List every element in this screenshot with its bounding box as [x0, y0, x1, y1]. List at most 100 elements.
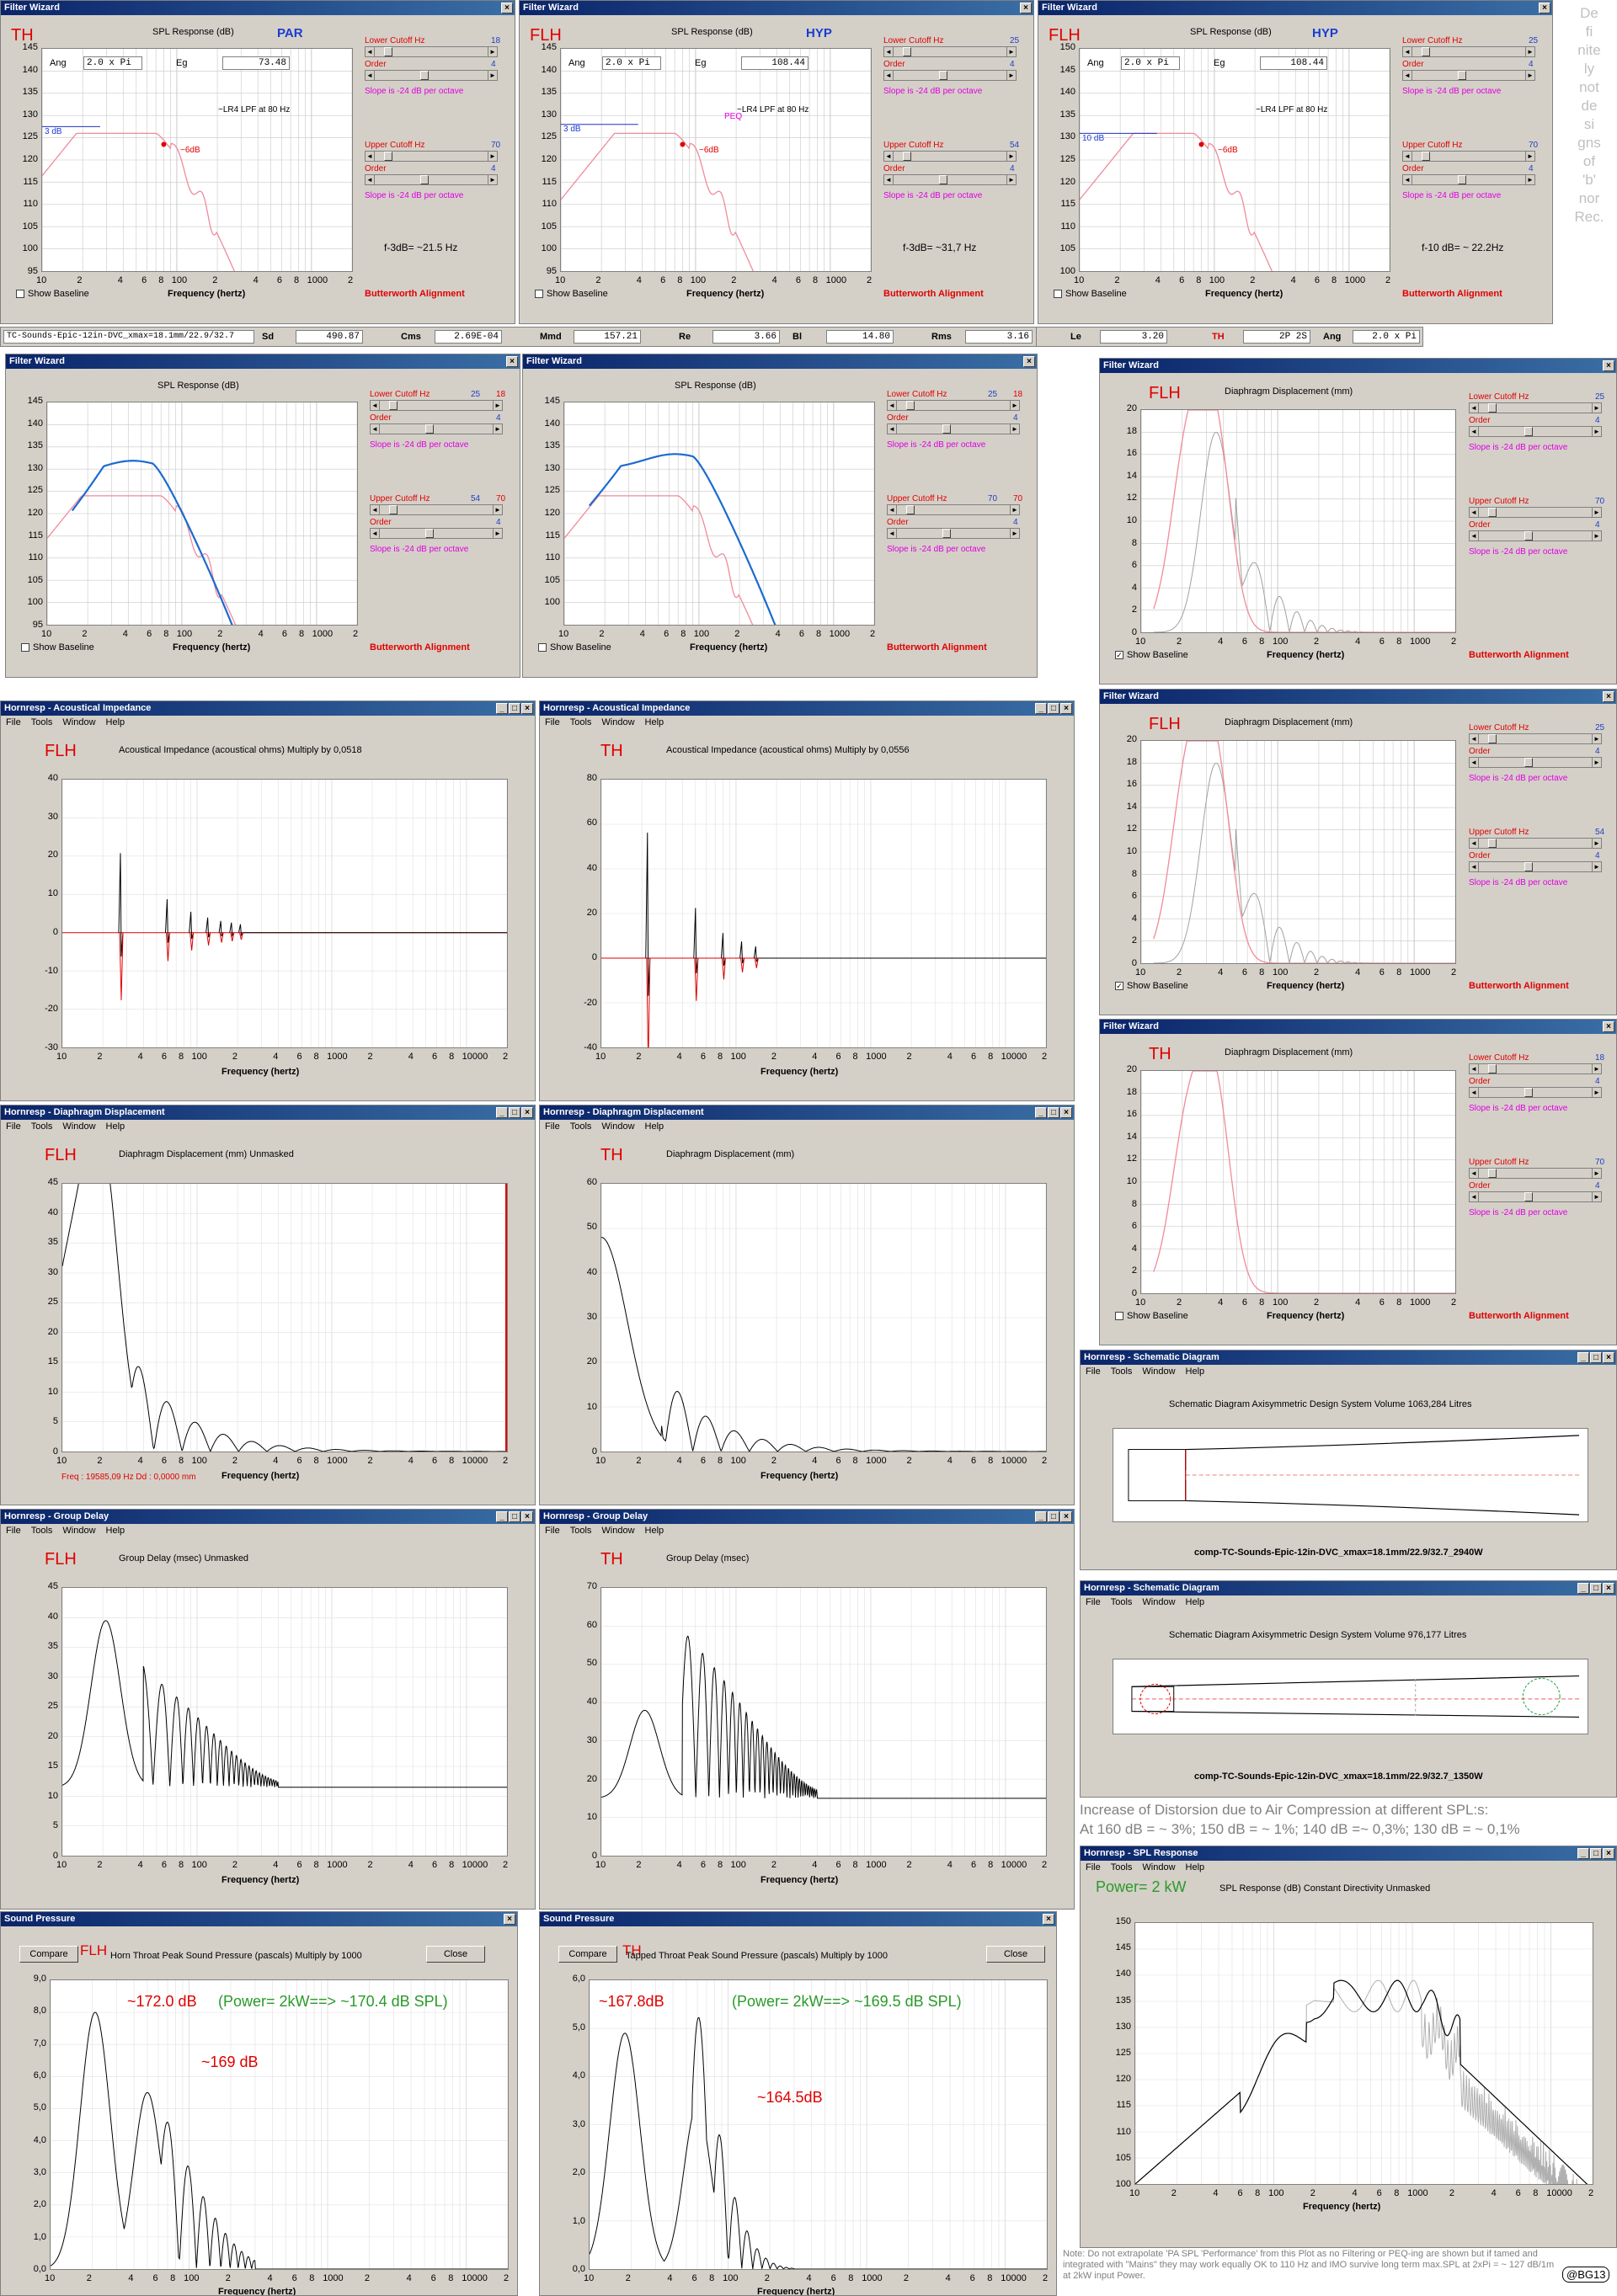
slider-thumb[interactable] — [1488, 1064, 1497, 1073]
lower-order-slider[interactable]: ◄ ► — [370, 424, 503, 434]
arrow-left-icon[interactable]: ◄ — [1470, 1192, 1479, 1201]
spl-plot[interactable] — [1079, 48, 1390, 272]
hornresp-plot[interactable] — [600, 779, 1047, 1048]
upper-cutoff-slider[interactable]: ◄ ► — [370, 504, 503, 515]
arrow-right-icon[interactable]: ► — [1525, 175, 1534, 184]
menu-item-tools[interactable]: Tools — [569, 717, 592, 727]
menu-item-file[interactable]: File — [1086, 1366, 1101, 1377]
displacement-plot[interactable] — [1140, 409, 1456, 633]
hornresp-plot[interactable] — [600, 1587, 1047, 1857]
slider-thumb[interactable] — [425, 529, 434, 538]
eg-field[interactable]: 108.44 — [1260, 56, 1327, 70]
window-title-bar[interactable]: Hornresp - Acoustical Impedance _ □ × — [1, 701, 535, 716]
minimize-icon[interactable]: _ — [496, 1107, 508, 1118]
slider-thumb[interactable] — [1458, 175, 1466, 184]
maximize-icon[interactable]: □ — [1048, 1107, 1059, 1118]
slider-thumb[interactable] — [1524, 1192, 1533, 1201]
window-title-bar[interactable]: Filter Wizard × — [1100, 359, 1616, 373]
upper-order-slider[interactable]: ◄ ► — [1469, 861, 1602, 872]
arrow-left-icon[interactable]: ◄ — [884, 175, 894, 184]
maximize-icon[interactable]: □ — [509, 1511, 520, 1522]
slider-thumb[interactable] — [1524, 862, 1533, 871]
slider-thumb[interactable] — [1488, 734, 1497, 743]
arrow-left-icon[interactable]: ◄ — [884, 152, 894, 161]
window-title-bar[interactable]: Hornresp - Diaphragm Displacement _ □ × — [1, 1105, 535, 1120]
arrow-left-icon[interactable]: ◄ — [1403, 152, 1412, 161]
lower-cutoff-slider[interactable]: ◄ ► — [1469, 733, 1602, 744]
arrow-left-icon[interactable]: ◄ — [371, 529, 380, 538]
lower-cutoff-slider[interactable]: ◄ ► — [370, 400, 503, 411]
lower-cutoff-slider[interactable]: ◄ ► — [887, 400, 1020, 411]
cms-field[interactable]: 2.69E-04 — [435, 330, 502, 344]
menu-item-file[interactable]: File — [6, 1526, 21, 1536]
menu-item-file[interactable]: File — [545, 1121, 560, 1132]
hornresp-plot[interactable] — [61, 1183, 508, 1452]
menu-item-file[interactable]: File — [1086, 1862, 1101, 1872]
re-field[interactable]: 3.66 — [712, 330, 780, 344]
window-title-bar[interactable]: Hornresp - Schematic Diagram _ □ × — [1081, 1350, 1616, 1365]
menu-item-help[interactable]: Help — [644, 1121, 664, 1132]
spl-plot[interactable] — [560, 48, 872, 272]
menu-item-file[interactable]: File — [6, 717, 21, 727]
arrow-right-icon[interactable]: ► — [1006, 152, 1016, 161]
upper-order-slider[interactable]: ◄ ► — [1469, 1191, 1602, 1202]
lower-order-slider[interactable]: ◄ ► — [883, 70, 1017, 81]
arrow-right-icon[interactable]: ► — [493, 401, 502, 410]
upper-cutoff-slider[interactable]: ◄ ► — [1469, 838, 1602, 849]
maximize-icon[interactable]: □ — [1048, 1511, 1059, 1522]
ang-field[interactable]: 2.0 x Pi — [1121, 56, 1180, 70]
lower-cutoff-slider[interactable]: ◄ ► — [1402, 46, 1535, 57]
menu-item-help[interactable]: Help — [644, 717, 664, 727]
upper-order-slider[interactable]: ◄ ► — [370, 528, 503, 539]
arrow-right-icon[interactable]: ► — [1010, 401, 1019, 410]
close-icon[interactable]: × — [504, 1914, 515, 1925]
upper-cutoff-slider[interactable]: ◄ ► — [883, 151, 1017, 162]
close-icon[interactable]: × — [521, 1511, 533, 1522]
arrow-right-icon[interactable]: ► — [1592, 1064, 1601, 1073]
show-baseline-checkbox[interactable]: Show Baseline — [538, 642, 611, 653]
window-title-bar[interactable]: Filter Wizard × — [1100, 1020, 1616, 1034]
show-baseline-checkbox[interactable]: Show Baseline — [16, 289, 89, 299]
maximize-icon[interactable]: □ — [1590, 1583, 1602, 1594]
arrow-left-icon[interactable]: ◄ — [371, 401, 380, 410]
sound-pressure-plot[interactable] — [589, 1979, 1048, 2270]
arrow-left-icon[interactable]: ◄ — [1470, 734, 1479, 743]
slider-thumb[interactable] — [1524, 758, 1533, 767]
lower-cutoff-slider[interactable]: ◄ ► — [365, 46, 498, 57]
menu-item-file[interactable]: File — [545, 1526, 560, 1536]
arrow-left-icon[interactable]: ◄ — [1470, 839, 1479, 848]
menu-item-window[interactable]: Window — [1142, 1366, 1176, 1377]
arrow-left-icon[interactable]: ◄ — [1470, 1088, 1479, 1097]
arrow-left-icon[interactable]: ◄ — [1470, 403, 1479, 413]
maximize-icon[interactable]: □ — [1590, 1848, 1602, 1859]
close-icon[interactable]: × — [1060, 703, 1072, 714]
window-title-bar[interactable]: Filter Wizard × — [1100, 690, 1616, 704]
spl-plot[interactable] — [1134, 1922, 1593, 2185]
window-title-bar[interactable]: Filter Wizard × — [523, 354, 1037, 369]
arrow-left-icon[interactable]: ◄ — [1470, 758, 1479, 767]
spl-plot[interactable] — [41, 48, 353, 272]
show-baseline-checkbox[interactable]: Show Baseline — [1115, 1311, 1188, 1321]
lower-order-slider[interactable]: ◄ ► — [1469, 757, 1602, 768]
upper-cutoff-slider[interactable]: ◄ ► — [365, 151, 498, 162]
menu-item-file[interactable]: File — [1086, 1597, 1101, 1607]
upper-order-slider[interactable]: ◄ ► — [883, 174, 1017, 185]
arrow-right-icon[interactable]: ► — [1592, 531, 1601, 541]
arrow-right-icon[interactable]: ► — [1592, 862, 1601, 871]
arrow-right-icon[interactable]: ► — [1010, 424, 1019, 434]
slider-thumb[interactable] — [384, 152, 392, 161]
arrow-left-icon[interactable]: ◄ — [888, 401, 897, 410]
close-button[interactable]: Close — [426, 1946, 485, 1963]
close-icon[interactable]: × — [1603, 691, 1614, 702]
mmd-field[interactable]: 157.21 — [574, 330, 641, 344]
arrow-left-icon[interactable]: ◄ — [1403, 175, 1412, 184]
menu-item-tools[interactable]: Tools — [1110, 1597, 1133, 1607]
upper-order-slider[interactable]: ◄ ► — [887, 528, 1020, 539]
menu-item-help[interactable]: Help — [644, 1526, 664, 1536]
arrow-left-icon[interactable]: ◄ — [1470, 1064, 1479, 1073]
menu-item-window[interactable]: Window — [601, 1526, 635, 1536]
sound-pressure-plot[interactable] — [50, 1979, 509, 2270]
close-button[interactable]: Close — [986, 1946, 1045, 1963]
menu-item-file[interactable]: File — [6, 1121, 21, 1132]
arrow-left-icon[interactable]: ◄ — [1403, 71, 1412, 80]
